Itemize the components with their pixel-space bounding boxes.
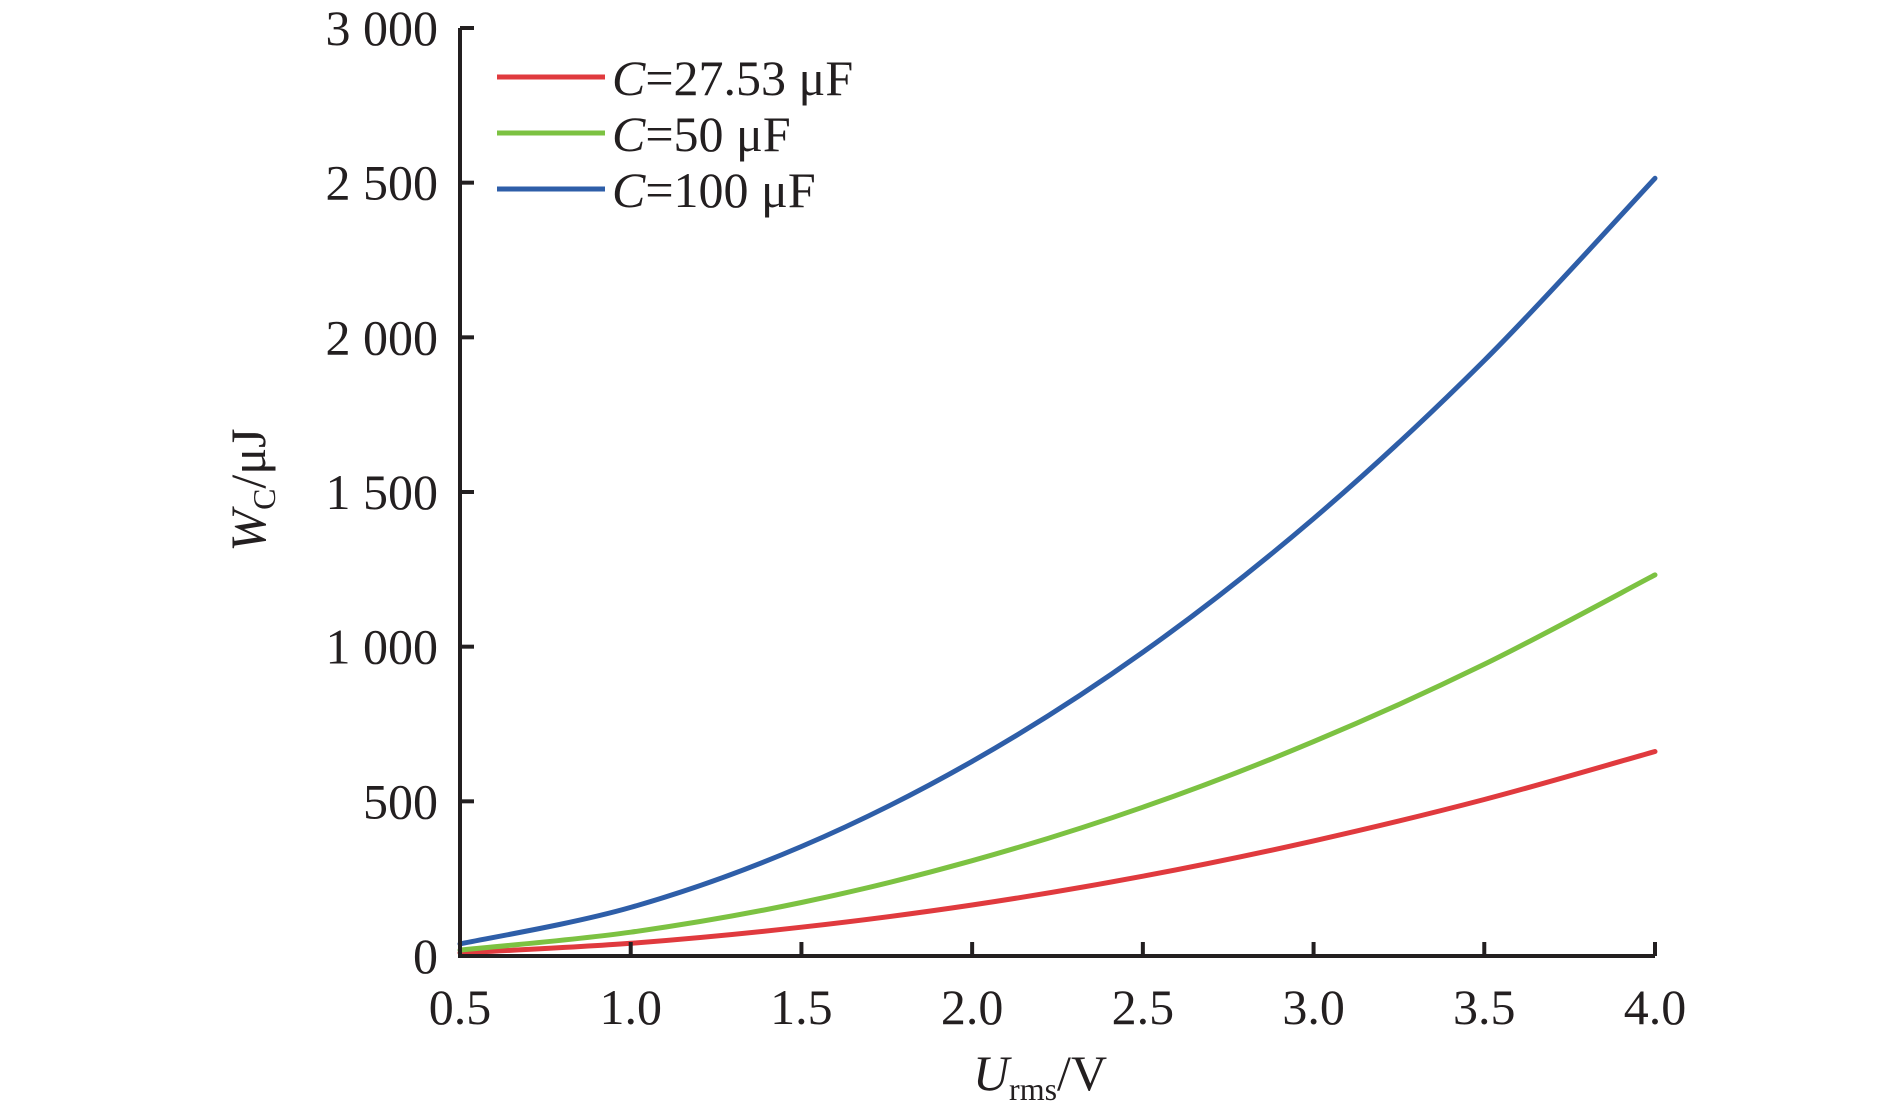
legend-label-1-var: C (612, 50, 646, 106)
legend-label-3-var: C (612, 162, 646, 218)
x-tick-label: 2.0 (941, 979, 1004, 1035)
y-tick-label: 2 000 (326, 309, 439, 365)
y-axis-title-unit: /μJ (220, 428, 276, 488)
x-ticks: 0.5 1.0 1.5 2.0 2.5 3.0 3.5 4.0 (429, 942, 1687, 1035)
legend: C=27.53 μF C=50 μF C=100 μF (497, 50, 853, 218)
y-axis-title-var: W (220, 506, 276, 552)
y-axis-title: WC/μJ (220, 428, 282, 551)
series-line-2 (457, 572, 1658, 953)
x-tick-label: 4.0 (1624, 979, 1687, 1035)
x-axis-title-unit: /V (1057, 1045, 1107, 1101)
legend-item-1: C=27.53 μF (497, 50, 853, 106)
x-tick-label: 3.0 (1282, 979, 1345, 1035)
x-tick-label: 1.0 (599, 979, 662, 1035)
legend-item-2: C=50 μF (497, 106, 791, 162)
y-tick-label: 500 (363, 773, 438, 829)
legend-label-3-rest: =100 μF (645, 162, 815, 218)
legend-item-3: C=100 μF (497, 162, 816, 218)
plot-lines (457, 175, 1658, 956)
x-tick-label: 3.5 (1453, 979, 1516, 1035)
y-ticks: 0 500 1 000 1 500 2 000 2 500 3 000 (326, 0, 474, 984)
y-tick-label: 0 (413, 928, 438, 984)
legend-label-2: C=50 μF (612, 106, 791, 162)
series-line-3 (457, 175, 1658, 947)
x-tick-label: 2.5 (1112, 979, 1175, 1035)
y-tick-label: 1 500 (326, 464, 439, 520)
legend-label-1-rest: =27.53 μF (645, 50, 853, 106)
series-line-1 (457, 749, 1658, 956)
x-axis-title-sub: rms (1009, 1071, 1057, 1107)
legend-label-3: C=100 μF (612, 162, 816, 218)
x-tick-label: 1.5 (770, 979, 833, 1035)
x-tick-label: 0.5 (429, 979, 492, 1035)
x-axis-title: Urms/V (973, 1045, 1107, 1107)
y-tick-label: 2 500 (326, 155, 439, 211)
x-axis-title-var: U (973, 1045, 1012, 1101)
legend-label-1: C=27.53 μF (612, 50, 853, 106)
legend-label-2-var: C (612, 106, 646, 162)
y-axis-title-sub: C (246, 489, 282, 510)
y-tick-label: 3 000 (326, 0, 439, 56)
legend-label-2-rest: =50 μF (645, 106, 790, 162)
y-tick-label: 1 000 (326, 619, 439, 675)
